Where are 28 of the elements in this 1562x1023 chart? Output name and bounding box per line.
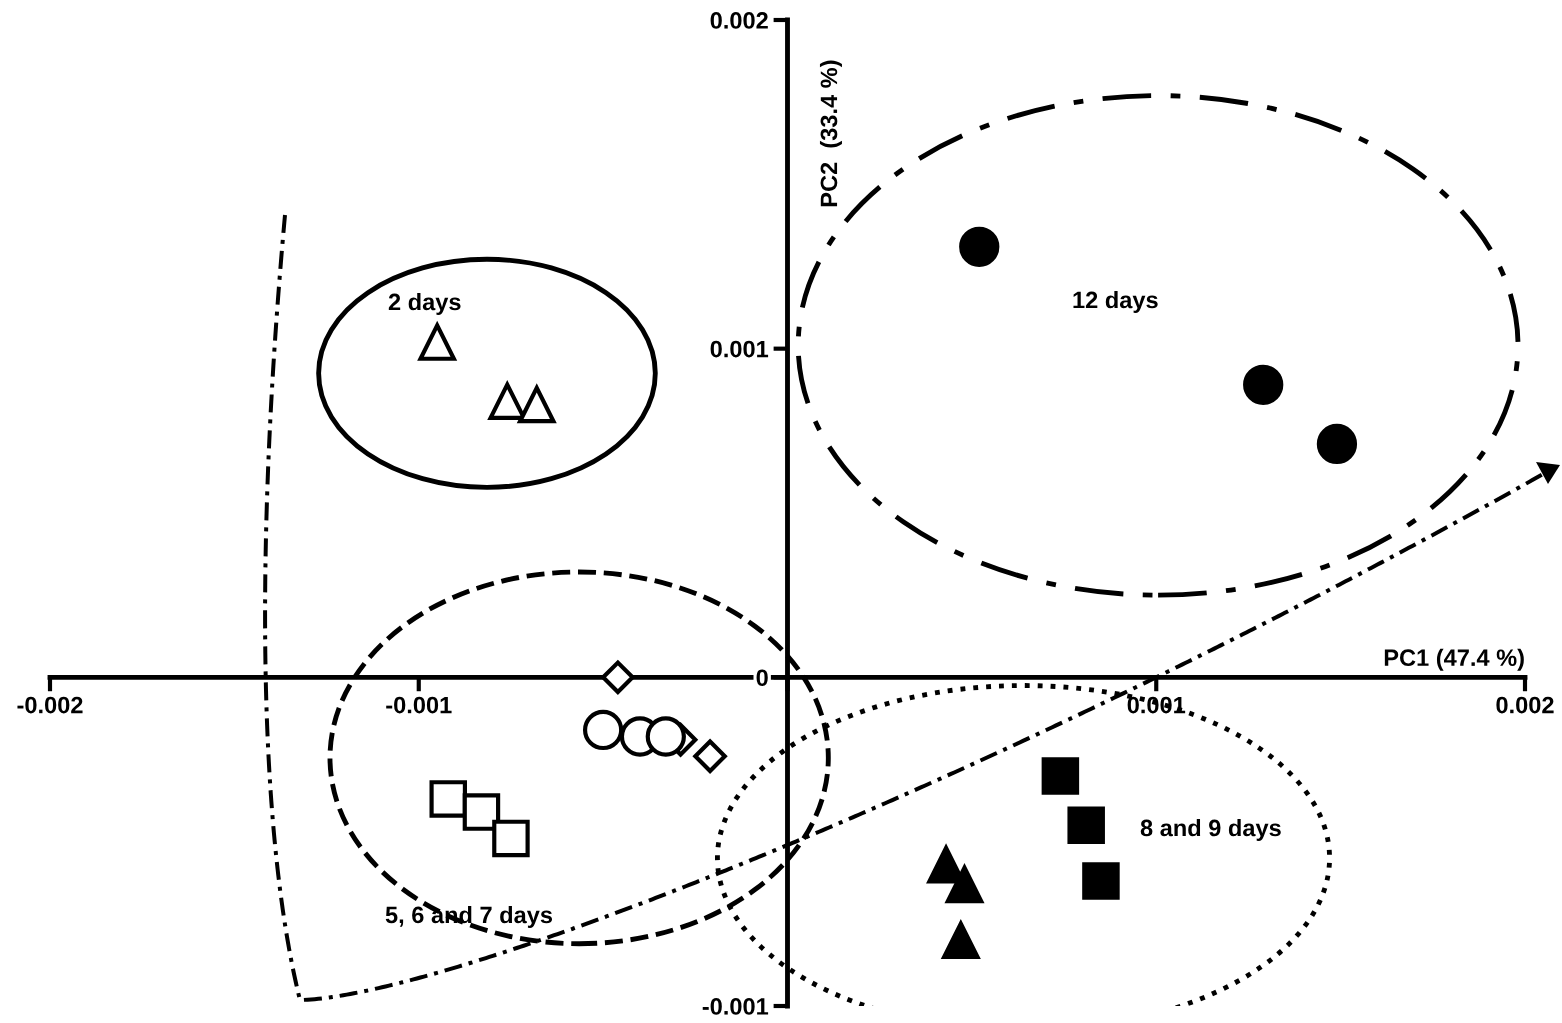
point (959, 226, 1000, 267)
point (940, 919, 981, 960)
point (645, 716, 686, 757)
point (1316, 423, 1358, 465)
point (516, 383, 557, 424)
point (1041, 757, 1080, 795)
point (944, 863, 985, 904)
x-tick-label: -0.001 (386, 696, 452, 714)
point (582, 709, 624, 751)
y-tick-label: -0.001 (702, 998, 769, 1015)
y-tick-label: 0.001 (710, 340, 769, 358)
point (1243, 364, 1284, 405)
point (693, 739, 727, 774)
point (492, 819, 530, 858)
point (1067, 806, 1105, 844)
point (1082, 862, 1120, 900)
point (601, 660, 635, 695)
annotation: 12 days (1073, 290, 1158, 313)
point (429, 780, 468, 818)
y-axis-title: PC2 (33.4 %) (819, 60, 842, 207)
x-tick-label: 0.002 (1496, 696, 1554, 714)
annotation: 8 and 9 days (1140, 818, 1281, 842)
annotation: 2 days (388, 293, 461, 315)
y-tick-label: 0 (756, 669, 768, 687)
y-tick-label: 0.002 (710, 12, 768, 29)
point (462, 793, 501, 831)
x-axis-title: PC1 (47.4 %) (1384, 648, 1524, 671)
x-tick-label: -0.002 (17, 696, 83, 714)
